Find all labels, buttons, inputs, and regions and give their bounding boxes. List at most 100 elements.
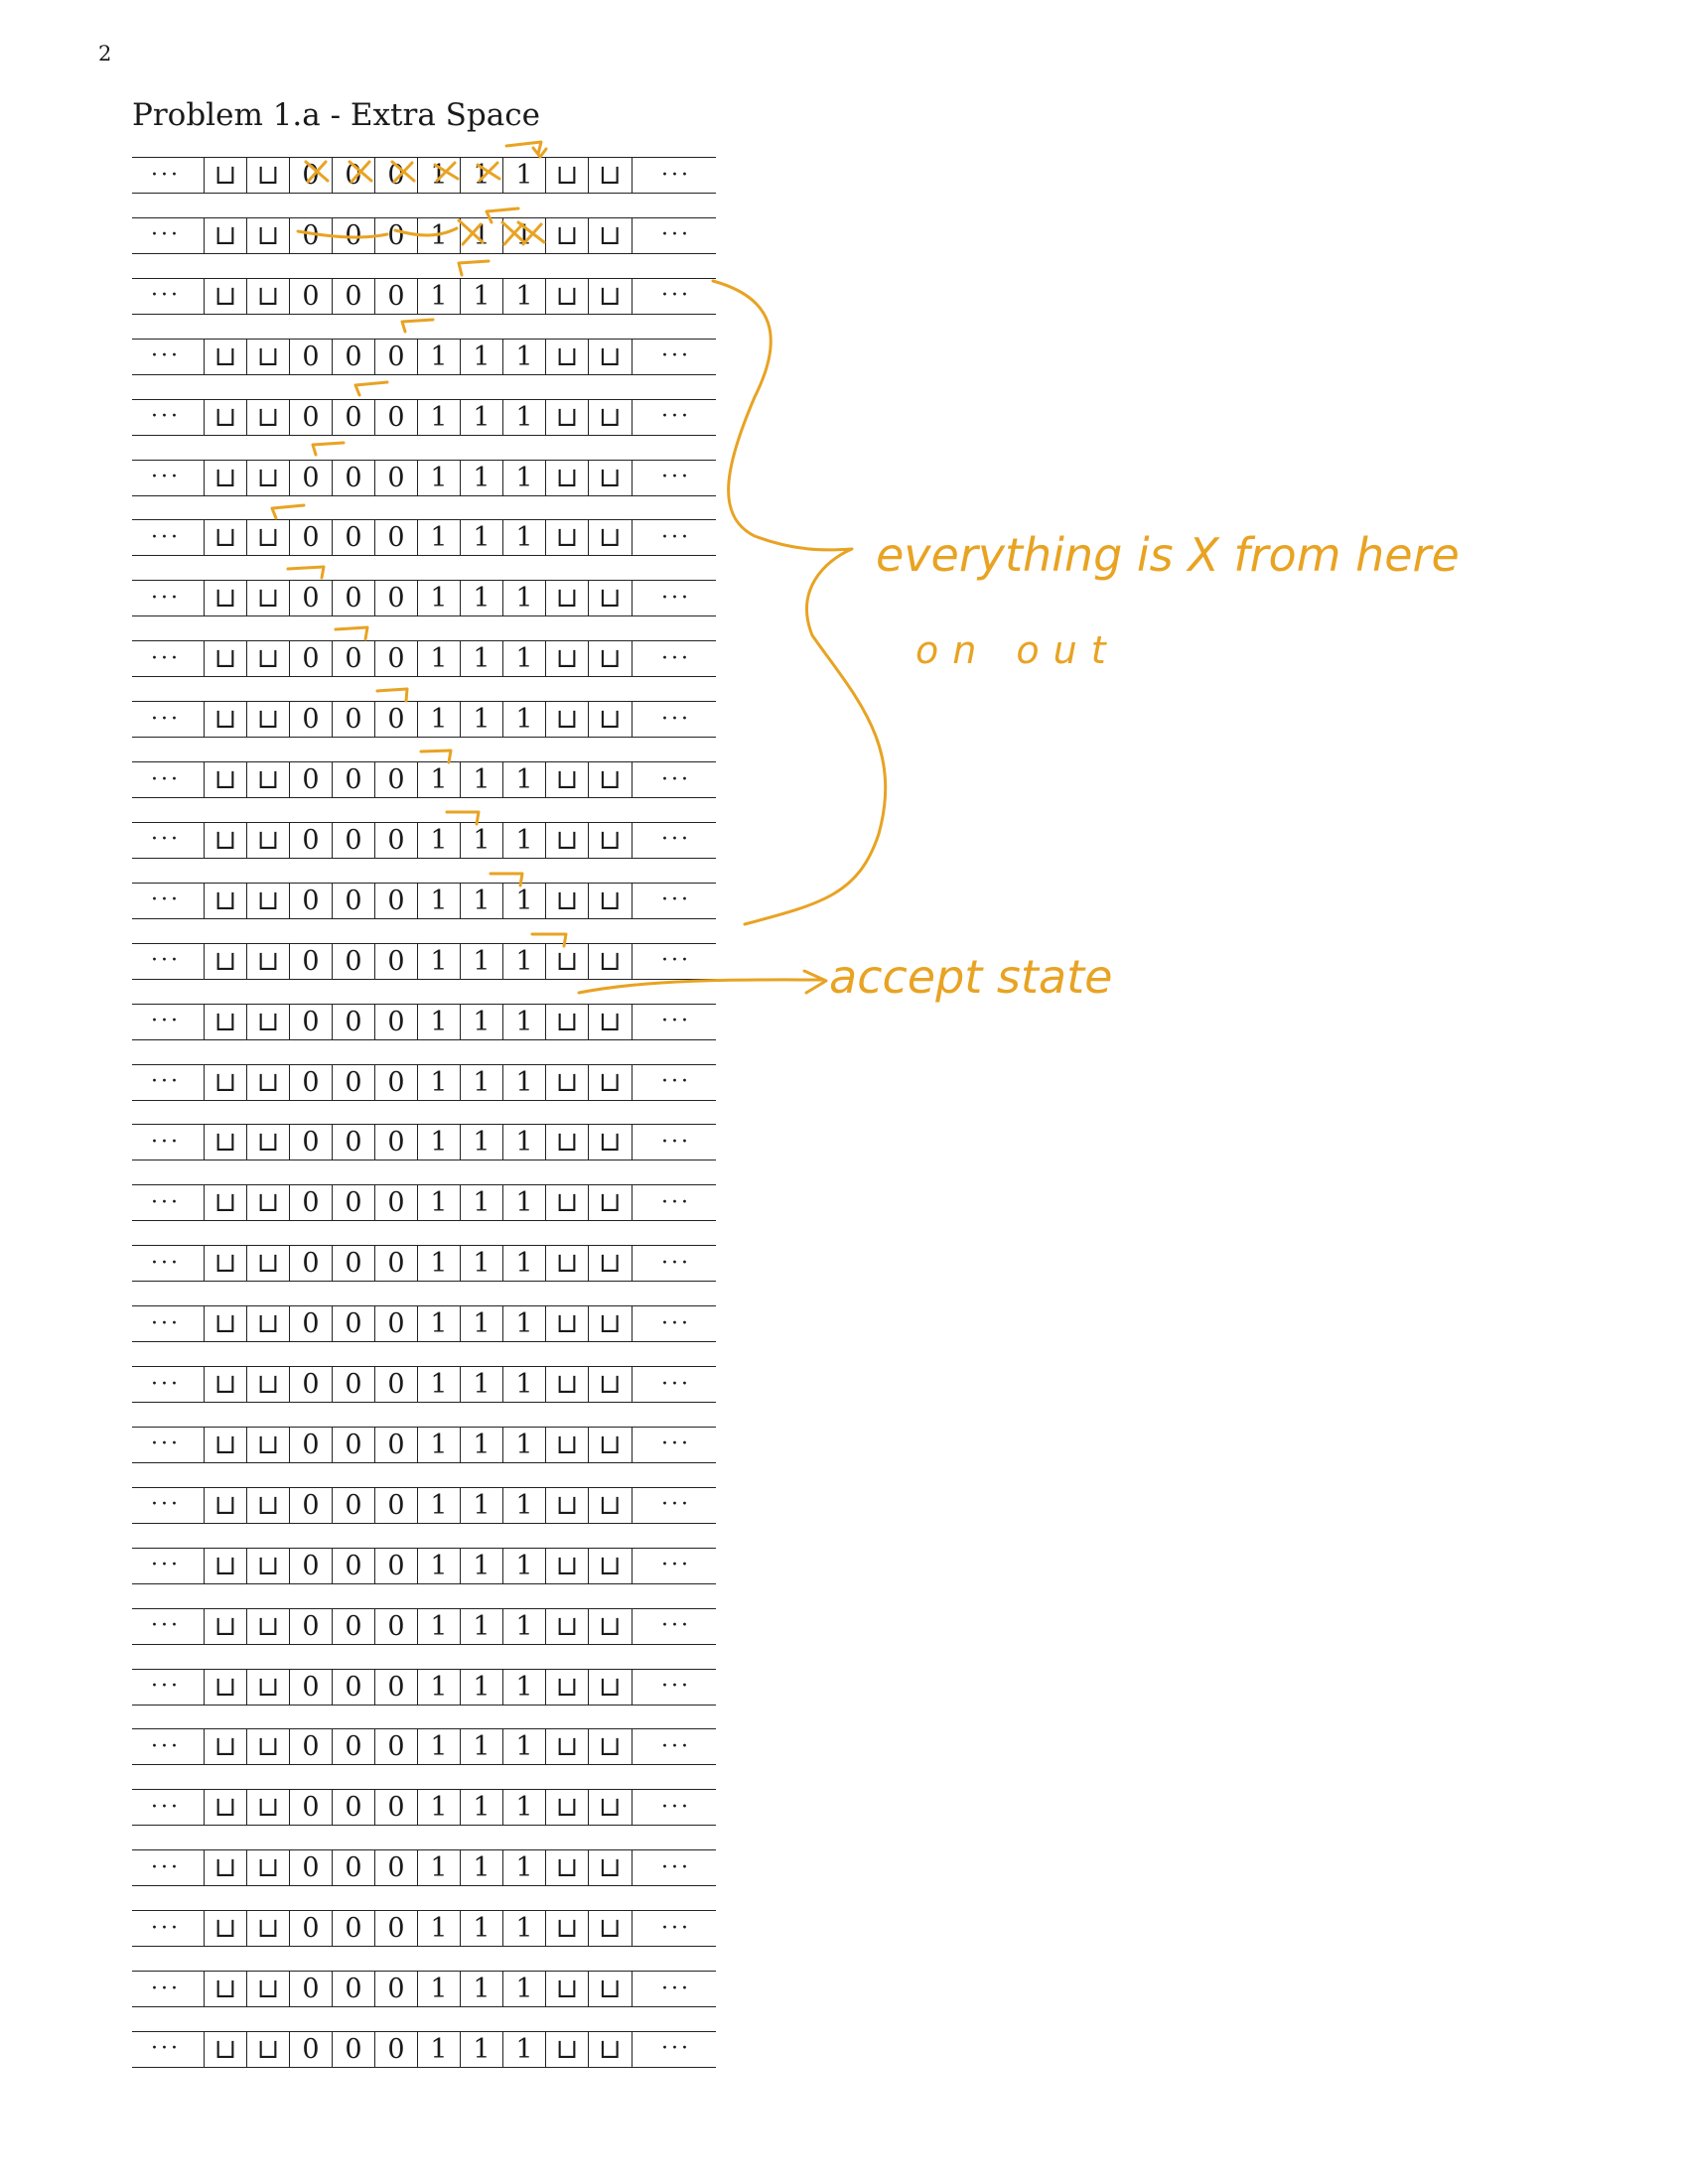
tape-ellipsis-left: ··· — [151, 162, 181, 188]
tape-cell: 1 — [417, 519, 460, 557]
tape-cell: 1 — [417, 1668, 460, 1706]
tape-cell: ⊔ — [246, 1789, 289, 1827]
tape-row: ··· ⊔ ⊔ 0 0 0 1 1 1 ⊔ ⊔ ··· — [132, 1063, 716, 1101]
tape-cell: ⊔ — [588, 1063, 633, 1101]
tape-ellipsis-left: ··· — [151, 766, 181, 792]
tape-cell: 1 — [460, 216, 502, 254]
tape-top-rule — [132, 1547, 716, 1549]
tape-cell: 1 — [460, 1910, 502, 1948]
tape-cell: 0 — [374, 1971, 417, 2007]
tape-top-rule — [132, 1245, 716, 1247]
tape-cell: 0 — [374, 2030, 417, 2068]
tape-ellipsis-left: ··· — [151, 827, 181, 853]
tape-cell: 1 — [460, 761, 502, 798]
tape-cell: 0 — [332, 519, 374, 557]
tape-cell: 0 — [332, 1426, 374, 1463]
tape-cell: 0 — [374, 1184, 417, 1222]
tape-cell: 1 — [502, 1486, 545, 1524]
tape-cell: ⊔ — [204, 1063, 246, 1101]
tape-cell: 0 — [289, 338, 332, 375]
tape-ellipsis-left: ··· — [151, 1976, 181, 2001]
tape-cell: 1 — [460, 942, 502, 980]
page-number: 2 — [98, 42, 112, 66]
tape-row: ··· ⊔ ⊔ 0 0 0 1 1 1 ⊔ ⊔ ··· — [132, 701, 716, 739]
tape-top-rule — [132, 701, 716, 703]
tape-bottom-rule — [132, 1220, 716, 1222]
tape-cell: ⊔ — [545, 882, 588, 919]
tape-cell: 1 — [417, 157, 460, 194]
tape-cell: 0 — [374, 821, 417, 859]
tape-cell: 0 — [374, 942, 417, 980]
tape-cell: 1 — [502, 459, 545, 496]
tape-cell: 0 — [374, 1305, 417, 1343]
tape-top-rule — [132, 640, 716, 642]
tape-ellipsis-right: ··· — [661, 1371, 691, 1397]
tape-top-rule — [132, 1305, 716, 1307]
tape-cell: 1 — [502, 761, 545, 798]
tape-ellipsis-right: ··· — [661, 1250, 691, 1276]
tape-cell: ⊔ — [246, 640, 289, 678]
tape-row: ··· ⊔ ⊔ 0 0 0 1 1 1 ⊔ ⊔ ··· — [132, 1910, 716, 1948]
tape-cell: 0 — [332, 1063, 374, 1101]
tape-cell: 0 — [374, 216, 417, 254]
tape-bottom-rule — [132, 1582, 716, 1584]
tape-cell: ⊔ — [204, 1366, 246, 1403]
tape-cell: 1 — [460, 1728, 502, 1766]
tape-cell: ⊔ — [588, 761, 633, 798]
tape-cell: ⊔ — [588, 1789, 633, 1827]
tape-cell: 0 — [374, 701, 417, 739]
tape-cell: 1 — [502, 1426, 545, 1463]
tape-ellipsis-right: ··· — [661, 1674, 691, 1699]
tape-cell: ⊔ — [246, 701, 289, 739]
tape-cell: ⊔ — [588, 1668, 633, 1706]
tape-ellipsis-left: ··· — [151, 1553, 181, 1578]
tape-cell: ⊔ — [246, 1184, 289, 1222]
tape-cell: ⊔ — [246, 1245, 289, 1283]
tape-cell: 1 — [502, 1910, 545, 1948]
tape-cell: ⊔ — [545, 821, 588, 859]
tape-ellipsis-right: ··· — [661, 1069, 691, 1094]
tape-cell: 1 — [502, 580, 545, 617]
tape-cell: 1 — [417, 1728, 460, 1766]
tape-cell: 0 — [289, 821, 332, 859]
tape-cell: ⊔ — [246, 519, 289, 557]
tape-ellipsis-right: ··· — [661, 162, 691, 188]
tape-ellipsis-right: ··· — [661, 1976, 691, 2001]
tape-cell: ⊔ — [588, 701, 633, 739]
tape-cell: ⊔ — [204, 761, 246, 798]
tape-cell: 0 — [332, 942, 374, 980]
tape-ellipsis-right: ··· — [661, 766, 691, 792]
tape-cell: ⊔ — [246, 338, 289, 375]
tape-ellipsis-right: ··· — [661, 1492, 691, 1518]
tape-cell: ⊔ — [246, 216, 289, 254]
tape-cell: 0 — [289, 882, 332, 919]
tape-bottom-rule — [132, 1099, 716, 1101]
tape-ellipsis-left: ··· — [151, 1009, 181, 1034]
tape-cell: 0 — [289, 157, 332, 194]
tape-cell: 1 — [502, 1184, 545, 1222]
tape-cell: ⊔ — [246, 1426, 289, 1463]
tape-cell: ⊔ — [246, 2030, 289, 2068]
tape-top-rule — [132, 1849, 716, 1851]
tape-cell: 0 — [289, 459, 332, 496]
tape-cell: 1 — [417, 942, 460, 980]
tape-row: ··· ⊔ ⊔ 0 0 0 1 1 1 ⊔ ⊔ ··· — [132, 1849, 716, 1887]
tape-cell: 0 — [332, 1607, 374, 1645]
tape-cell: 0 — [374, 338, 417, 375]
tape-row: ··· ⊔ ⊔ 0 0 0 1 1 1 ⊔ ⊔ ··· — [132, 2030, 716, 2068]
tape-cell: ⊔ — [588, 1426, 633, 1463]
tape-ellipsis-right: ··· — [661, 1432, 691, 1457]
tape-cell: 0 — [289, 2030, 332, 2068]
tape-cell: 0 — [332, 1849, 374, 1887]
tape-ellipsis-right: ··· — [661, 343, 691, 369]
tape-cell: ⊔ — [246, 1728, 289, 1766]
tape-cell: 0 — [332, 459, 374, 496]
tape-cell: 1 — [460, 640, 502, 678]
tape-cell: ⊔ — [246, 580, 289, 617]
tape-cell: ⊔ — [545, 942, 588, 980]
tape-cell: ⊔ — [545, 1366, 588, 1403]
tape-cell: 1 — [417, 821, 460, 859]
tape-cell: 1 — [417, 1003, 460, 1040]
tape-ellipsis-left: ··· — [151, 1794, 181, 1820]
tape-row: ··· ⊔ ⊔ 0 0 0 1 1 1 ⊔ ⊔ ··· — [132, 821, 716, 859]
